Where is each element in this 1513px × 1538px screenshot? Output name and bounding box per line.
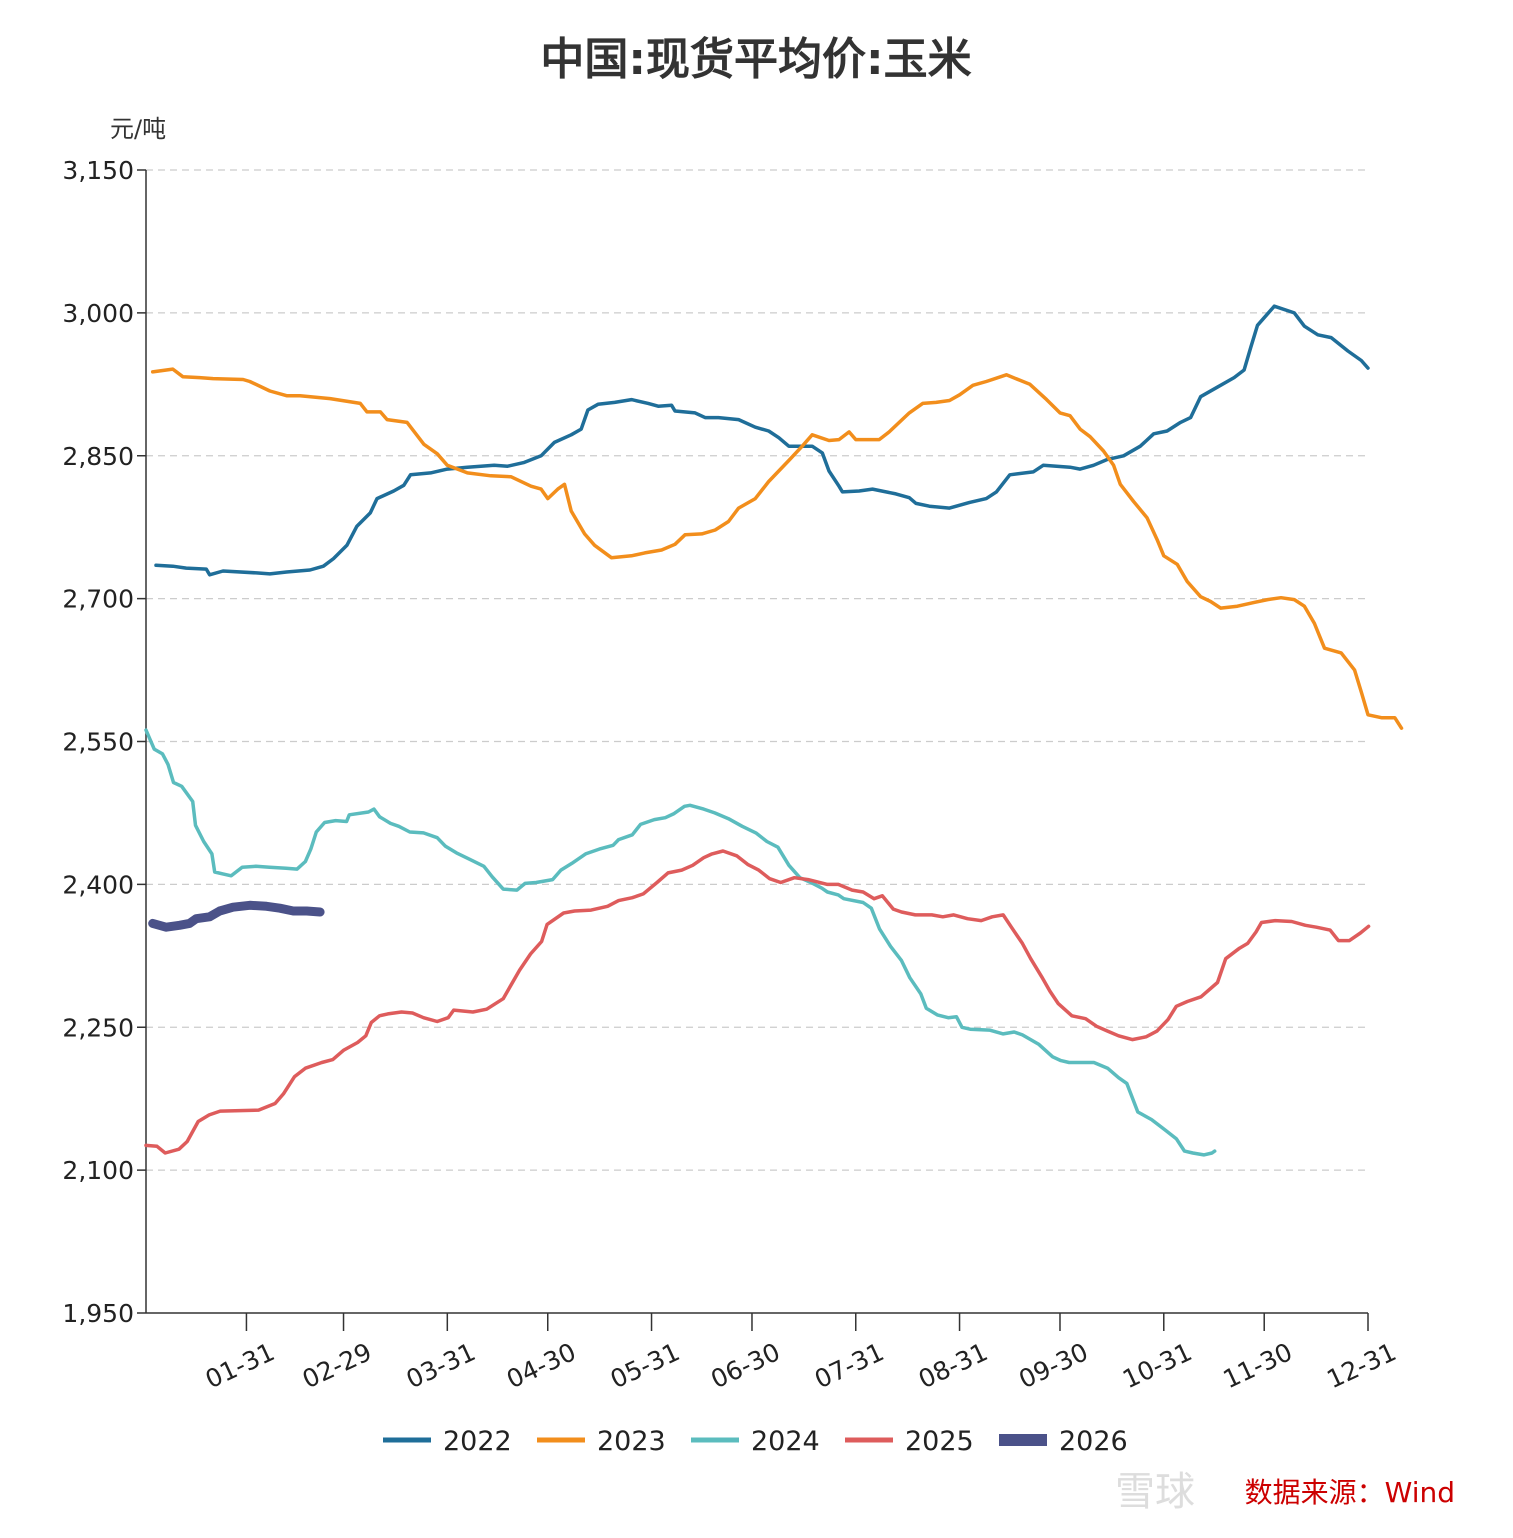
x-tick-label: 06-30	[706, 1337, 784, 1394]
x-tick-label: 01-31	[201, 1337, 279, 1394]
x-tick-label: 07-31	[810, 1337, 888, 1394]
x-tick-label: 04-30	[502, 1337, 580, 1394]
y-tick-label: 2,100	[62, 1156, 134, 1185]
y-tick-label: 2,250	[62, 1013, 134, 1042]
y-tick-label: 2,850	[62, 442, 134, 471]
x-tick-label: 09-30	[1014, 1337, 1092, 1394]
y-tick-label: 3,000	[62, 299, 134, 328]
legend-label-2023[interactable]: 2023	[597, 1426, 666, 1457]
x-tick-label: 10-31	[1118, 1337, 1196, 1394]
legend-label-2025[interactable]: 2025	[905, 1426, 974, 1457]
y-tick-label: 1,950	[62, 1299, 134, 1328]
y-tick-label: 2,550	[62, 728, 134, 757]
series-line-2026	[148, 900, 325, 932]
x-tick-label: 02-29	[298, 1337, 376, 1394]
series-line-2022	[154, 304, 1370, 577]
legend-label-2024[interactable]: 2024	[751, 1426, 820, 1457]
series-line-2024	[144, 728, 1217, 1157]
x-tick-label: 03-31	[402, 1337, 480, 1394]
x-tick-label: 08-31	[914, 1337, 992, 1394]
y-axis-unit: 元/吨	[110, 115, 166, 143]
legend-label-2022[interactable]: 2022	[443, 1426, 512, 1457]
data-source: 数据来源：Wind	[1245, 1476, 1455, 1509]
chart-title: 中国:现货平均价:玉米	[540, 34, 971, 85]
y-tick-label: 2,700	[62, 585, 134, 614]
x-tick-label: 05-31	[606, 1337, 684, 1394]
y-axis-ticks: 1,950 2,100 2,250 2,400 2,550 2,700 2,850 3,000…	[62, 156, 146, 1328]
gridlines	[146, 169, 1368, 1171]
y-tick-label: 3,150	[62, 156, 134, 185]
watermark-text: 雪球	[1115, 1469, 1195, 1515]
legend-label-2026[interactable]: 2026	[1059, 1426, 1128, 1457]
legend[interactable]: 2022 2023 2024 2025 2026	[383, 1426, 1128, 1457]
x-tick-label: 11-30	[1219, 1337, 1297, 1394]
x-axis-ticks: 01-31 02-29 03-31 04-30 05-31 06-30 07-31 08-31…	[201, 1313, 1401, 1394]
series-line-2023	[150, 367, 1404, 730]
series-line-2025	[144, 849, 1371, 1155]
series-lines	[144, 304, 1404, 1157]
x-tick-label: 12-31	[1322, 1337, 1400, 1394]
y-tick-label: 2,400	[62, 870, 134, 899]
